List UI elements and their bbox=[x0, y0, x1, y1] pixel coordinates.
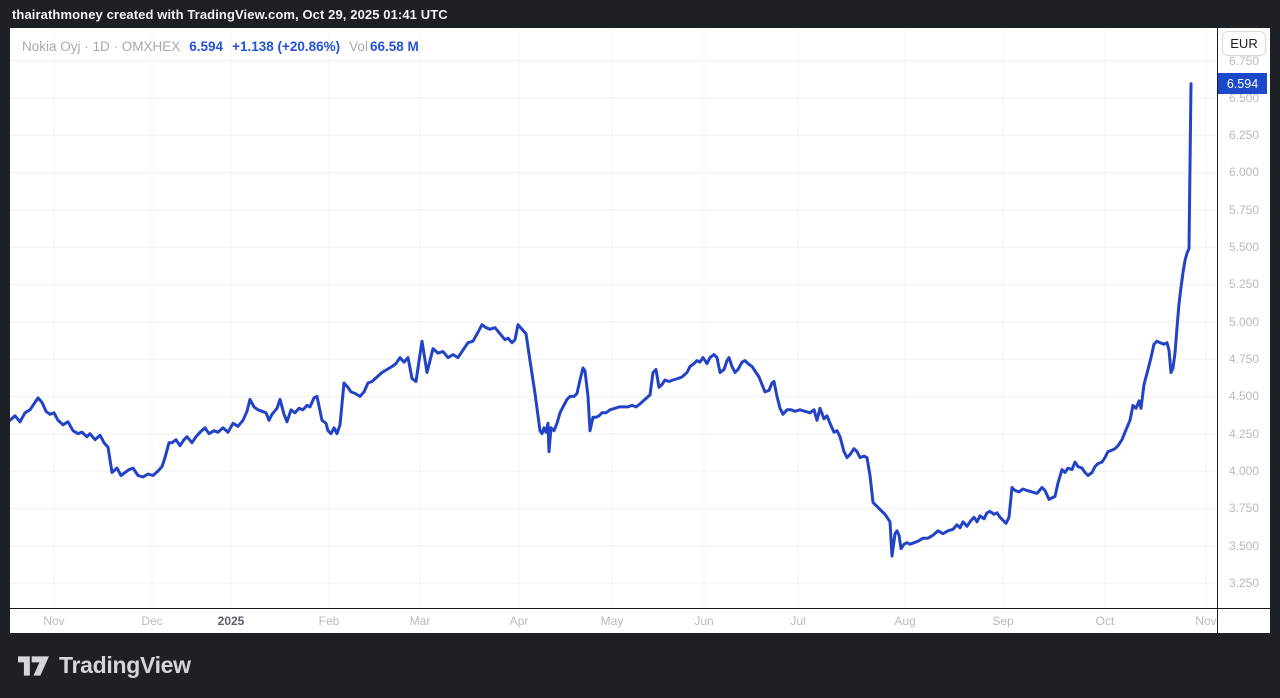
time-tick-label: Feb bbox=[318, 614, 340, 628]
price-line-series bbox=[10, 82, 1193, 558]
time-tick-label: Jul bbox=[790, 614, 806, 628]
price-tick-label: 4.000 bbox=[1228, 464, 1260, 479]
chart-panel: Nokia Oyj · 1D · OMXHEX 6.594 +1.138 (+2… bbox=[10, 28, 1270, 633]
time-axis-labels: Nov Dec 2025 Feb Mar Apr May Jun Jul Aug Sep Oct Nov bbox=[10, 609, 1217, 633]
time-tick-label: Oct bbox=[1095, 614, 1115, 628]
volume-label: Vol bbox=[349, 38, 368, 54]
footer-brand-bar: TradingView bbox=[0, 633, 1280, 698]
time-tick-label: Nov bbox=[43, 614, 65, 628]
price-tick-label: 5.500 bbox=[1228, 240, 1260, 255]
price-tick-label: 3.500 bbox=[1228, 538, 1260, 553]
price-tick-label: 4.500 bbox=[1228, 389, 1260, 404]
attribution-bar: thairathmoney created with TradingView.c… bbox=[0, 0, 1280, 28]
price-tick-label: 3.250 bbox=[1228, 576, 1260, 590]
price-tick-label: 5.000 bbox=[1228, 314, 1260, 329]
price-tick-label: 5.750 bbox=[1228, 202, 1260, 217]
volume-value: 66.58 M bbox=[369, 38, 419, 54]
time-tick-label: May bbox=[600, 614, 624, 628]
time-tick-label: Mar bbox=[409, 614, 431, 628]
time-tick-label-year: 2025 bbox=[217, 614, 245, 628]
time-tick-label: Aug bbox=[894, 614, 916, 628]
last-price-value: 6.594 bbox=[189, 38, 224, 54]
time-tick-label: Nov bbox=[1195, 614, 1217, 628]
last-price-badge: 6.594 bbox=[1218, 73, 1267, 95]
last-price-badge-value: 6.594 bbox=[1226, 76, 1259, 91]
attribution-text: thairathmoney created with TradingView.c… bbox=[12, 6, 448, 22]
price-chart-pane[interactable] bbox=[10, 28, 1217, 608]
price-tick-label: 6.000 bbox=[1228, 165, 1260, 180]
time-tick-label: Apr bbox=[509, 614, 529, 628]
price-axis[interactable]: 6.750 6.500 6.250 6.000 5.750 5.500 5.250 5.000… bbox=[1218, 28, 1270, 608]
time-tick-label: Dec bbox=[141, 614, 163, 628]
price-tick-label: 6.250 bbox=[1228, 128, 1260, 143]
price-change-value: +1.138 (+20.86%) bbox=[232, 38, 341, 54]
time-tick-label: Sep bbox=[992, 614, 1014, 628]
time-axis[interactable]: Nov Dec 2025 Feb Mar Apr May Jun Jul Aug Sep Oct Nov bbox=[10, 609, 1270, 633]
price-tick-label: 4.250 bbox=[1228, 426, 1260, 441]
price-tick-label: 4.750 bbox=[1228, 352, 1260, 367]
symbol-title[interactable]: Nokia Oyj · 1D · OMXHEX bbox=[22, 38, 181, 54]
price-tick-label: 5.250 bbox=[1228, 277, 1260, 292]
price-tick-label: 3.750 bbox=[1228, 501, 1260, 516]
currency-button[interactable]: EUR bbox=[1222, 31, 1266, 56]
tradingview-logo-icon[interactable] bbox=[18, 655, 49, 676]
symbol-header: Nokia Oyj · 1D · OMXHEX 6.594 +1.138 (+2… bbox=[22, 36, 419, 56]
tradingview-wordmark[interactable]: TradingView bbox=[59, 652, 191, 678]
volume-readout: Vol 66.58 M bbox=[349, 39, 419, 54]
price-line-chart[interactable] bbox=[10, 28, 1217, 608]
time-tick-label: Jun bbox=[694, 614, 714, 628]
price-axis-separator bbox=[1217, 28, 1218, 633]
time-axis-separator bbox=[10, 608, 1270, 609]
price-tick-label: 6.500 bbox=[1228, 90, 1260, 105]
price-tick-label: 6.750 bbox=[1228, 53, 1260, 68]
